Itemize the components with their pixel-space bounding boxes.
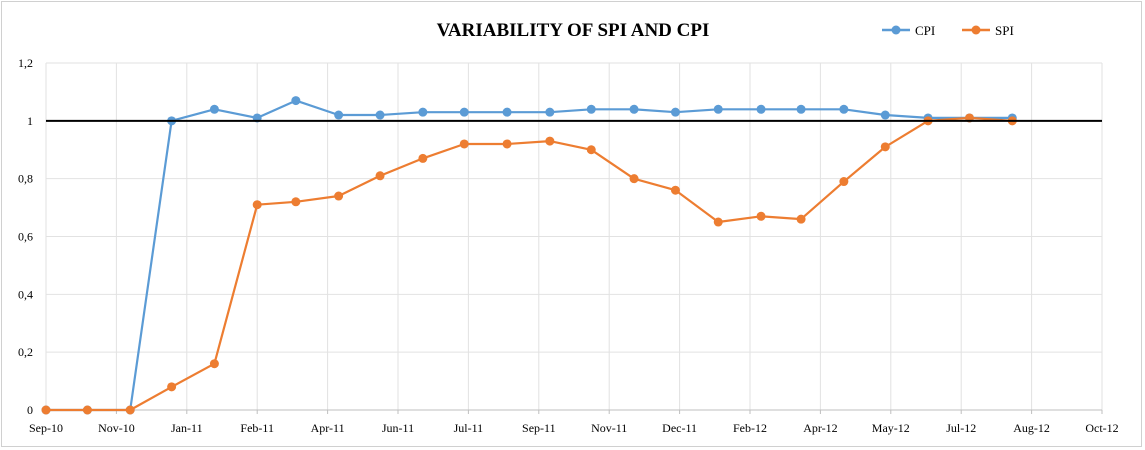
series-line-cpi — [46, 99, 1013, 412]
x-tick-label: Nov-10 — [98, 421, 135, 435]
x-tick-label: Aug-12 — [1013, 421, 1050, 435]
data-point-spi — [756, 211, 766, 221]
legend-spi-marker — [971, 25, 981, 35]
data-point-cpi — [756, 104, 766, 114]
y-tick-label: 1,2 — [18, 56, 33, 70]
data-point-cpi — [880, 110, 890, 120]
x-tick-label: Jul-12 — [946, 421, 976, 435]
x-tick-label: Sep-10 — [29, 421, 63, 435]
y-tick-label: 0,2 — [18, 345, 33, 359]
legend-spi-label: SPI — [995, 23, 1014, 38]
x-tick-label: Dec-11 — [662, 421, 697, 435]
series-layer — [41, 96, 1102, 415]
data-point-cpi — [545, 107, 555, 117]
x-tick-label: Jan-11 — [171, 421, 203, 435]
data-point-spi — [209, 359, 219, 369]
data-point-cpi — [209, 104, 219, 114]
data-point-cpi — [713, 104, 723, 114]
series-line-spi — [46, 116, 1013, 412]
data-point-spi — [418, 153, 428, 163]
data-point-spi — [880, 142, 890, 152]
y-tick-label: 0,6 — [18, 230, 33, 244]
data-point-cpi — [796, 104, 806, 114]
data-point-cpi — [375, 110, 385, 120]
x-tick-label: Sep-11 — [522, 421, 556, 435]
legend: CPI SPI — [882, 23, 1014, 38]
data-point-spi — [796, 214, 806, 224]
x-tick-label: Feb-11 — [240, 421, 274, 435]
data-point-spi — [125, 405, 135, 415]
legend-cpi-label: CPI — [915, 23, 935, 38]
data-point-spi — [334, 191, 344, 201]
data-point-spi — [459, 139, 469, 149]
x-tick-label: Apr-12 — [803, 421, 837, 435]
data-point-spi — [713, 217, 723, 227]
y-tick-label: 0,4 — [18, 287, 33, 301]
data-point-spi — [670, 185, 680, 195]
data-point-spi — [252, 200, 262, 210]
data-point-spi — [502, 139, 512, 149]
axis-layer: 0 0,2 0,4 0,6 0,8 1 1,2 Sep-10 Nov-10 Jan-11 Feb-1… — [18, 56, 1119, 435]
chart-title: VARIABILITY OF SPI AND CPI — [437, 20, 710, 41]
data-point-cpi — [670, 107, 680, 117]
data-point-cpi — [459, 107, 469, 117]
data-point-spi — [167, 382, 177, 392]
x-tick-label: Jul-11 — [454, 421, 484, 435]
y-tick-label: 1 — [27, 114, 33, 128]
x-tick-label: Nov-11 — [591, 421, 627, 435]
data-point-spi — [586, 145, 596, 155]
grid-layer — [45, 62, 1103, 411]
data-point-spi — [41, 405, 51, 415]
data-point-spi — [291, 197, 301, 207]
y-tick-label: 0 — [27, 403, 33, 417]
x-tick-label: Jun-11 — [382, 421, 414, 435]
x-tick-label: May-12 — [872, 421, 910, 435]
data-point-spi — [375, 171, 385, 181]
data-point-cpi — [839, 104, 849, 114]
y-tick-label: 0,8 — [18, 172, 33, 186]
x-tick-label: Oct-12 — [1085, 421, 1118, 435]
data-point-spi — [839, 177, 849, 187]
data-point-cpi — [418, 107, 428, 117]
x-tick-label: Feb-12 — [733, 421, 767, 435]
data-point-cpi — [629, 104, 639, 114]
data-point-spi — [545, 136, 555, 146]
data-point-spi — [82, 405, 92, 415]
data-point-cpi — [291, 96, 301, 106]
data-point-spi — [629, 174, 639, 184]
data-point-cpi — [334, 110, 344, 120]
x-tick-label: Apr-11 — [311, 421, 345, 435]
data-point-cpi — [586, 104, 596, 114]
legend-cpi-marker — [891, 25, 901, 35]
data-point-cpi — [502, 107, 512, 117]
